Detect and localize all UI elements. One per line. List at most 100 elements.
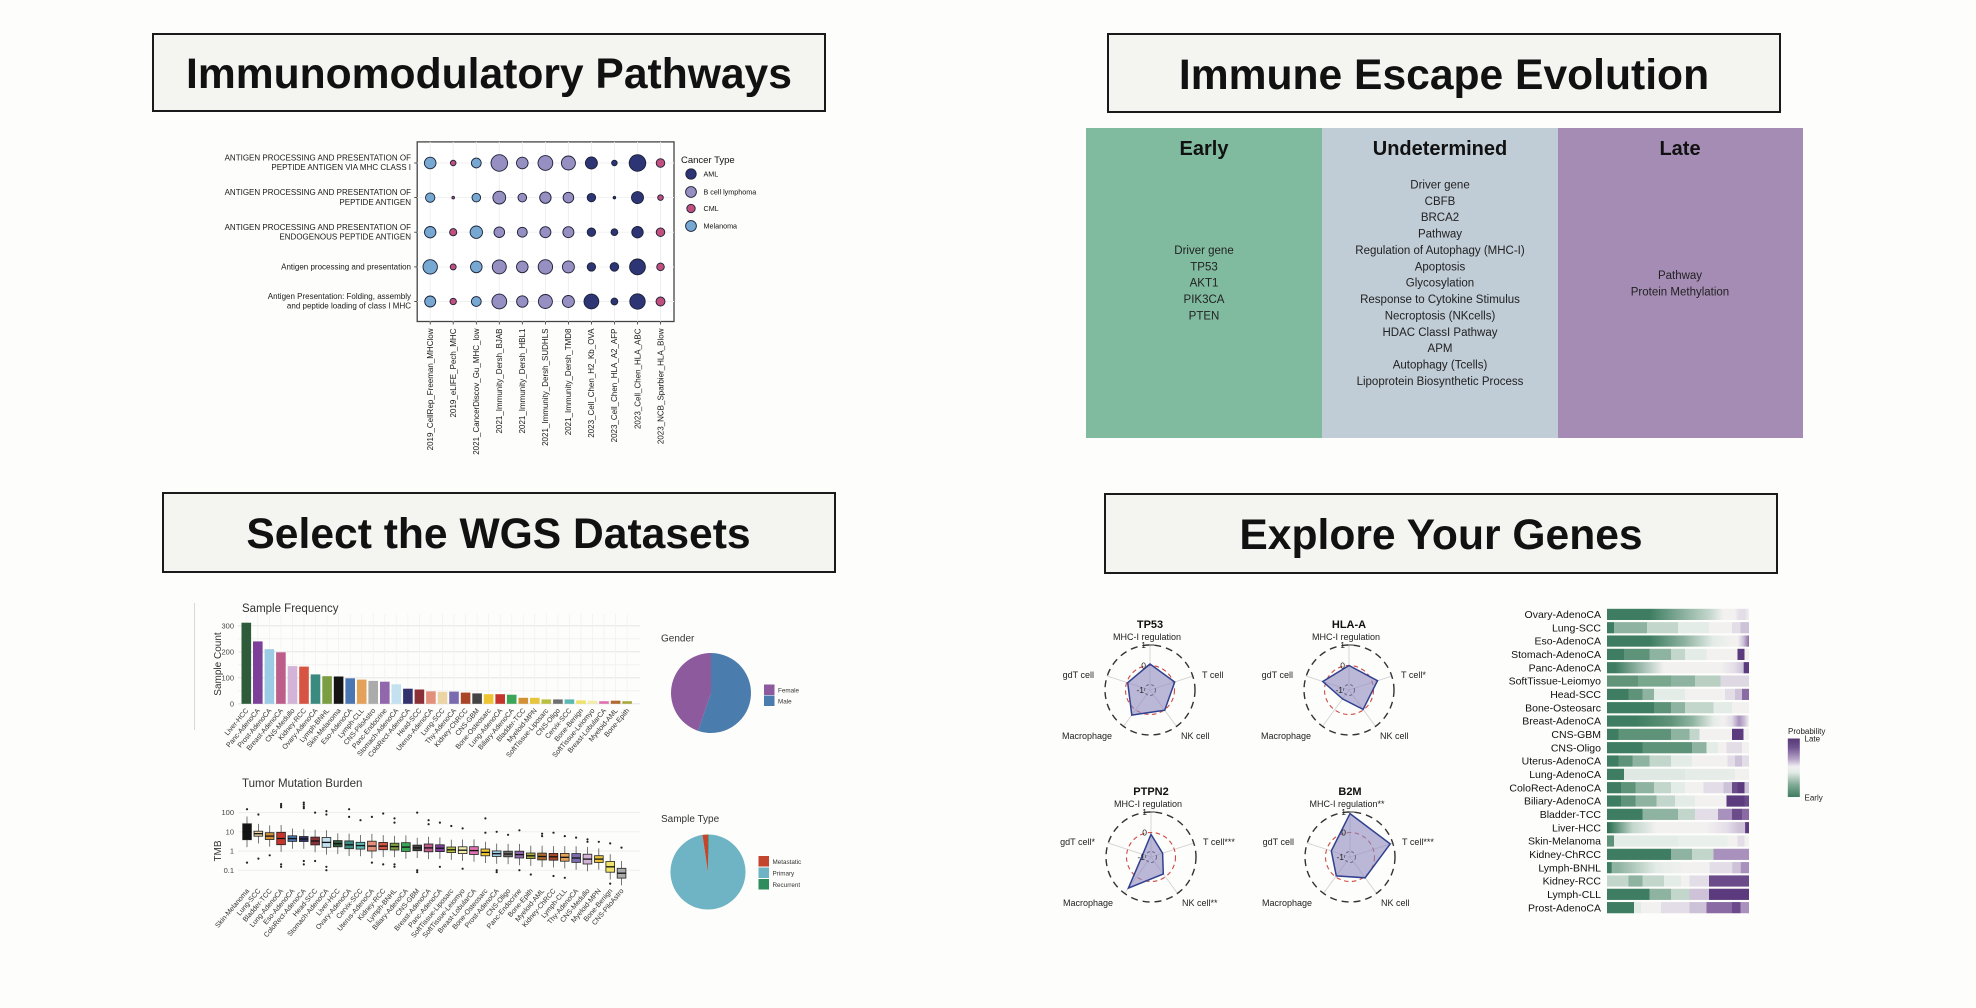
svg-text:Sample Count: Sample Count — [213, 632, 224, 696]
svg-text:Female: Female — [778, 688, 799, 695]
svg-text:Driver gene: Driver gene — [1174, 245, 1233, 257]
svg-text:2021_Immunity_Dersh_SUDHLS: 2021_Immunity_Dersh_SUDHLS — [541, 329, 550, 446]
svg-text:Recurrent: Recurrent — [773, 882, 801, 889]
svg-text:Lymph-BNHL: Lymph-BNHL — [1538, 862, 1601, 874]
svg-text:Autophagy (Tcells): Autophagy (Tcells) — [1393, 360, 1488, 372]
svg-text:0: 0 — [1340, 661, 1345, 671]
svg-text:APM: APM — [1428, 343, 1453, 355]
svg-text:Male: Male — [778, 699, 792, 706]
svg-text:Biliary-AdenoCA: Biliary-AdenoCA — [1524, 796, 1601, 808]
svg-text:-1: -1 — [1336, 852, 1344, 862]
svg-text:Macrophage: Macrophage — [1062, 731, 1112, 741]
svg-text:SoftTissue-Leiomyo: SoftTissue-Leiomyo — [1509, 676, 1602, 688]
svg-text:Bladder-TCC: Bladder-TCC — [1540, 809, 1602, 821]
svg-text:TMB: TMB — [213, 840, 224, 861]
svg-text:0: 0 — [230, 699, 234, 708]
svg-text:2023_NCB_Sparbier_HLA_Blow: 2023_NCB_Sparbier_HLA_Blow — [656, 328, 665, 444]
svg-text:MHC-I regulation: MHC-I regulation — [1113, 632, 1181, 642]
svg-text:T cell***: T cell*** — [1203, 837, 1235, 847]
svg-text:2021_CancerDiscov_Gu_MHC_low: 2021_CancerDiscov_Gu_MHC_low — [472, 328, 481, 455]
svg-text:NK cell: NK cell — [1380, 731, 1409, 741]
svg-text:Apoptosis: Apoptosis — [1415, 261, 1466, 273]
svg-text:Stomach-AdenoCA: Stomach-AdenoCA — [1511, 649, 1601, 661]
svg-text:Late: Late — [1805, 735, 1821, 744]
svg-text:0: 0 — [1341, 828, 1346, 838]
svg-text:NK cell: NK cell — [1381, 898, 1410, 908]
svg-text:Ovary-AdenoCA: Ovary-AdenoCA — [1525, 609, 1601, 621]
svg-text:Late: Late — [1659, 138, 1700, 160]
svg-text:2019_CellRep_Freeman_MHClow: 2019_CellRep_Freeman_MHClow — [426, 328, 435, 450]
svg-text:100: 100 — [221, 673, 234, 682]
svg-text:Lipoprotein Biosynthetic Proce: Lipoprotein Biosynthetic Process — [1357, 376, 1524, 388]
svg-text:Regulation of Autophagy (MHC-I: Regulation of Autophagy (MHC-I) — [1355, 245, 1525, 257]
svg-text:Prost-AdenoCA: Prost-AdenoCA — [1528, 902, 1601, 914]
svg-text:100: 100 — [221, 808, 234, 817]
svg-text:Gender: Gender — [661, 634, 695, 645]
svg-text:gdT cell: gdT cell — [1263, 837, 1294, 847]
svg-text:Primary: Primary — [773, 871, 796, 878]
svg-text:Metastatic: Metastatic — [773, 859, 802, 866]
svg-text:Pathway: Pathway — [1418, 229, 1462, 241]
svg-text:AKT1: AKT1 — [1190, 278, 1219, 290]
svg-text:Head-SCC: Head-SCC — [1550, 689, 1601, 701]
svg-text:Sample Type: Sample Type — [661, 814, 720, 825]
svg-text:Response to Cytokine Stimulus: Response to Cytokine Stimulus — [1360, 294, 1520, 306]
svg-text:ColoRect-AdenoCA: ColoRect-AdenoCA — [1509, 782, 1601, 794]
svg-text:B cell lymphoma: B cell lymphoma — [704, 187, 757, 196]
svg-text:-1: -1 — [1137, 852, 1145, 862]
svg-text:gdT cell*: gdT cell* — [1060, 837, 1095, 847]
svg-text:Early: Early — [1805, 794, 1823, 803]
svg-text:T cell***: T cell*** — [1402, 837, 1434, 847]
svg-text:Antigen Presentation: Folding,: Antigen Presentation: Folding, assembly — [268, 292, 411, 301]
svg-text:TP53: TP53 — [1190, 261, 1218, 273]
svg-text:PTPN2: PTPN2 — [1133, 786, 1168, 798]
svg-text:PIK3CA: PIK3CA — [1184, 294, 1225, 306]
svg-text:Driver gene: Driver gene — [1410, 180, 1469, 192]
svg-text:Liver-HCC: Liver-HCC — [1552, 822, 1601, 834]
svg-text:1: 1 — [230, 847, 234, 856]
svg-text:CNS-Oligo: CNS-Oligo — [1551, 742, 1601, 754]
svg-text:Probability: Probability — [1788, 727, 1825, 736]
svg-text:Breast-AdenoCA: Breast-AdenoCA — [1522, 716, 1601, 728]
svg-text:ENDOGENOUS PEPTIDE ANTIGEN: ENDOGENOUS PEPTIDE ANTIGEN — [279, 232, 411, 241]
svg-text:2021_Immunity_Dersh_HBL1: 2021_Immunity_Dersh_HBL1 — [518, 328, 527, 433]
svg-text:1: 1 — [1341, 807, 1346, 817]
svg-text:Lung-SCC: Lung-SCC — [1552, 622, 1601, 634]
svg-text:1: 1 — [1141, 640, 1146, 650]
svg-text:BRCA2: BRCA2 — [1421, 212, 1459, 224]
svg-text:B2M: B2M — [1338, 786, 1361, 798]
svg-text:HDAC ClassI Pathway: HDAC ClassI Pathway — [1382, 327, 1497, 339]
svg-text:Bone-Osteosarc: Bone-Osteosarc — [1525, 702, 1601, 714]
svg-text:300: 300 — [221, 621, 234, 630]
svg-text:2023_Cell_Chen_HLA_A2_AFP: 2023_Cell_Chen_HLA_A2_AFP — [610, 329, 619, 443]
svg-text:Antigen processing and present: Antigen processing and presentation — [281, 263, 411, 272]
svg-text:AML: AML — [704, 169, 719, 178]
svg-text:TP53: TP53 — [1137, 619, 1163, 631]
svg-text:0: 0 — [1142, 828, 1147, 838]
svg-text:Macrophage: Macrophage — [1262, 898, 1312, 908]
svg-text:1: 1 — [1142, 807, 1147, 817]
svg-text:2019_eLIFE_Pech_MHC: 2019_eLIFE_Pech_MHC — [449, 328, 458, 417]
svg-text:gdT cell: gdT cell — [1262, 670, 1293, 680]
svg-text:200: 200 — [221, 647, 234, 656]
svg-text:Protein Methylation: Protein Methylation — [1631, 286, 1729, 298]
svg-text:Glycosylation: Glycosylation — [1406, 278, 1474, 290]
svg-text:Sample Frequency: Sample Frequency — [242, 603, 339, 615]
svg-text:ANTIGEN PROCESSING AND PRESENT: ANTIGEN PROCESSING AND PRESENTATION OF — [225, 154, 412, 163]
svg-text:Tumor Mutation Burden: Tumor Mutation Burden — [242, 778, 362, 790]
svg-text:Lymph-CLL: Lymph-CLL — [1547, 889, 1601, 901]
svg-text:Cancer Type: Cancer Type — [681, 155, 735, 166]
svg-text:2023_Cell_Chen_H2_Kb_OVA: 2023_Cell_Chen_H2_Kb_OVA — [587, 328, 596, 438]
svg-text:gdT cell: gdT cell — [1063, 670, 1094, 680]
svg-text:NK cell: NK cell — [1181, 731, 1210, 741]
svg-text:Uterus-AdenoCA: Uterus-AdenoCA — [1522, 756, 1601, 768]
svg-text:NK cell**: NK cell** — [1182, 898, 1218, 908]
svg-text:PEPTIDE ANTIGEN: PEPTIDE ANTIGEN — [339, 198, 411, 207]
svg-text:PEPTIDE ANTIGEN VIA MHC CLASS: PEPTIDE ANTIGEN VIA MHC CLASS I — [271, 163, 411, 172]
svg-text:Early: Early — [1180, 138, 1230, 160]
svg-text:0.1: 0.1 — [224, 866, 234, 875]
svg-text:MHC-I regulation: MHC-I regulation — [1114, 799, 1182, 809]
svg-text:10: 10 — [226, 827, 234, 836]
svg-text:Eso-AdenoCA: Eso-AdenoCA — [1534, 636, 1601, 648]
svg-text:MHC-I regulation: MHC-I regulation — [1312, 632, 1380, 642]
